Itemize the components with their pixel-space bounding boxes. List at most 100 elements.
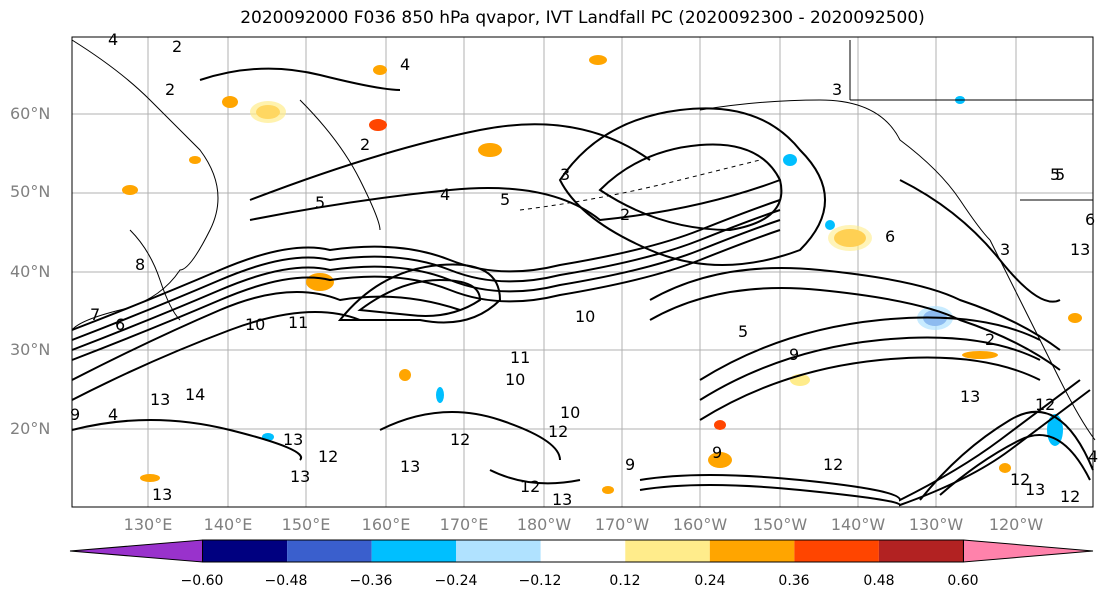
colorbar-extend-high: [962, 539, 1094, 563]
contour-label: 12: [450, 430, 470, 449]
contour-label: 13: [960, 387, 980, 406]
coastline-asia: [71, 39, 219, 331]
shade-blob-orange: [306, 273, 334, 291]
colorbar-tick-label: −0.48: [264, 573, 308, 589]
contour-label: 10: [575, 307, 595, 326]
contour-line: [489, 469, 581, 485]
shade-blob-cyan: [783, 154, 797, 166]
contour-label: 8: [135, 255, 145, 274]
shade-blob-orange: [602, 486, 614, 494]
contour-label: 6: [1085, 210, 1095, 229]
colorbar-tick-label: 0.48: [863, 573, 895, 589]
colorbar: [69, 539, 1094, 563]
border-canada: [849, 40, 1093, 101]
lon-label: 120°W: [988, 515, 1044, 534]
lon-label: 130°W: [908, 515, 964, 534]
coastline-alaska: [699, 99, 991, 241]
colorbar-segment: [878, 540, 964, 562]
contour-label: 5: [315, 193, 325, 212]
shade-blob-yellow: [250, 101, 286, 123]
contour-label: 13: [152, 485, 172, 504]
contour-label: 13: [150, 390, 170, 409]
colorbar-tick-label: 0.12: [609, 573, 641, 589]
lon-label: 160°W: [672, 515, 728, 534]
contour-label: 12: [1010, 470, 1030, 489]
contour-label: 12: [1060, 487, 1080, 506]
contour-label: 4: [400, 55, 410, 74]
contour-label: 5: [1050, 165, 1060, 184]
contour-label: 12: [318, 447, 338, 466]
contour-label: 9: [712, 443, 722, 462]
colorbar-tick-label: −0.24: [434, 573, 478, 589]
colorbar-segment: [287, 540, 372, 562]
contour-label: 5: [500, 190, 510, 209]
contour-label: 10: [560, 403, 580, 422]
contour-line: [71, 311, 361, 401]
contour-line: [899, 179, 1061, 303]
colorbar-segment: [625, 540, 710, 562]
contour-label: 13: [283, 430, 303, 449]
contour-line: [598, 143, 783, 232]
contour-label: 12: [520, 477, 540, 496]
lat-label: 40°N: [10, 262, 51, 281]
map-frame: [71, 36, 1094, 508]
shade-blob-orange: [999, 463, 1011, 473]
coastline-kamchatka: [299, 99, 381, 231]
lon-label: 170°W: [594, 515, 650, 534]
shade-blob-orange: [189, 156, 201, 164]
contour-label: 4: [108, 30, 118, 49]
contour-label: 13: [400, 457, 420, 476]
shade-blob-orange: [369, 119, 387, 131]
contour-label: 3: [832, 80, 842, 99]
shade-blob-orange: [962, 351, 998, 359]
contour-line: [71, 291, 461, 381]
colorbar-segment: [371, 540, 457, 562]
shade-blob-orange: [140, 474, 160, 482]
shade-blob-orange: [399, 369, 411, 381]
contour-line: [337, 263, 502, 324]
contour-label: 13: [1025, 480, 1045, 499]
contour-label: 9: [789, 345, 799, 364]
contour-label: 2: [172, 37, 182, 56]
contour-label: 3: [1000, 240, 1010, 259]
contour-label: 5: [1055, 165, 1065, 184]
coastline-na-west: [989, 239, 1096, 441]
contour-line: [558, 107, 826, 266]
shade-blob-orange: [122, 185, 138, 195]
contour-line: [699, 316, 1041, 381]
contour-label: 10: [245, 315, 265, 334]
aleutian-islands: [519, 159, 761, 211]
lon-label: 130°E: [123, 515, 173, 534]
colorbar-tick-label: −0.12: [518, 573, 562, 589]
contour-label: 12: [823, 455, 843, 474]
contour-line: [379, 411, 561, 461]
contour-label: 11: [288, 313, 308, 332]
shade-blob-orange: [222, 96, 238, 108]
colorbar-segment: [456, 540, 541, 562]
shade-blob-orange: [708, 452, 732, 468]
shade-blob-orange: [589, 55, 607, 65]
shade-blob-cyan: [436, 387, 444, 403]
contour-label: 6: [885, 227, 895, 246]
contour-label: 12: [548, 422, 568, 441]
contour-label: 2: [985, 330, 995, 349]
lon-label: 140°E: [203, 515, 253, 534]
colorbar-segment: [540, 540, 626, 562]
colorbar-outline: [202, 539, 964, 563]
lon-label: 160°E: [361, 515, 411, 534]
colorbar-tick-label: −0.60: [180, 573, 224, 589]
contour-label: 4: [108, 405, 118, 424]
lat-label: 20°N: [10, 419, 51, 438]
lat-label: 60°N: [10, 104, 51, 123]
contour-label: 4: [440, 185, 450, 204]
lat-label: 30°N: [10, 340, 51, 359]
contour-label: 7: [90, 305, 100, 324]
contour-line: [639, 379, 1081, 502]
contour-label: 9: [70, 405, 80, 424]
lon-label: 140°W: [830, 515, 886, 534]
colorbar-tick-label: −0.36: [349, 573, 393, 589]
shade-blob-orange: [373, 65, 387, 75]
contour-line: [71, 199, 781, 331]
